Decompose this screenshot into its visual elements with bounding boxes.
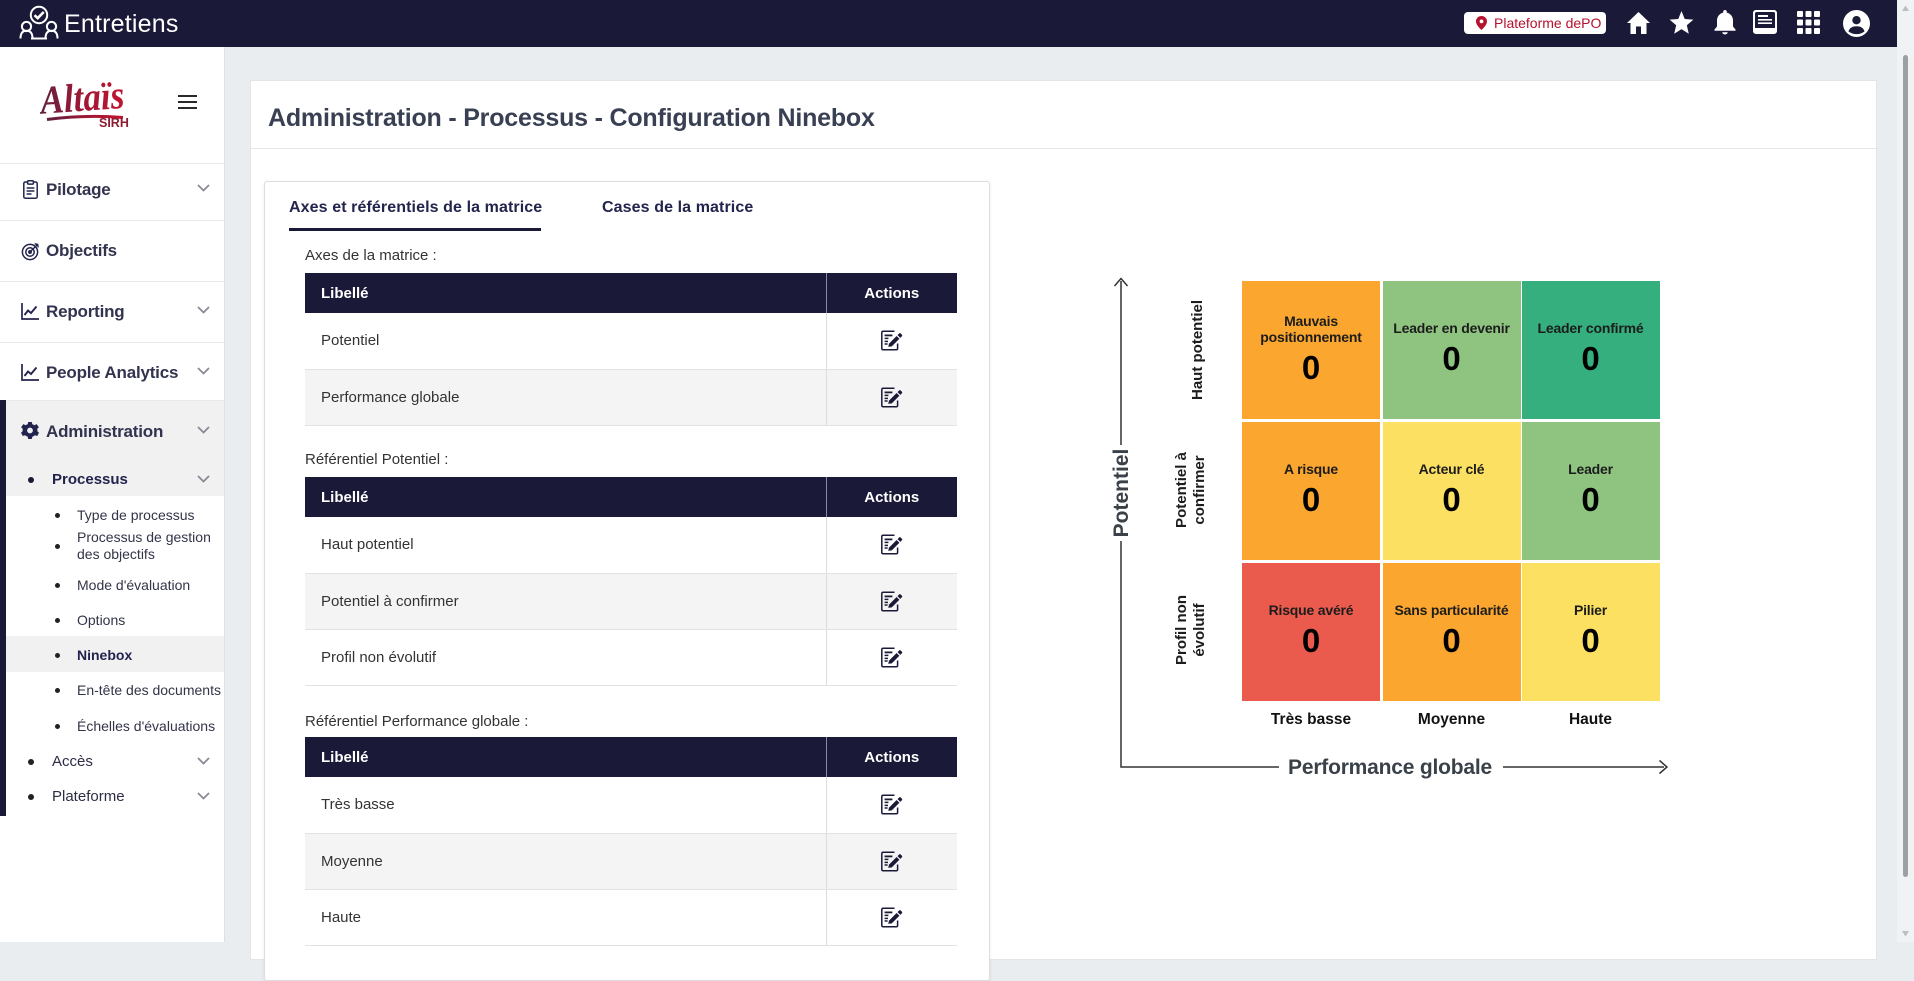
svg-text:Potentiel: Potentiel (1110, 449, 1133, 538)
svg-text:Performance globale: Performance globale (1288, 756, 1492, 779)
svg-text:SIRH: SIRH (99, 116, 129, 130)
svg-text:Altaïs: Altaïs (40, 72, 126, 123)
